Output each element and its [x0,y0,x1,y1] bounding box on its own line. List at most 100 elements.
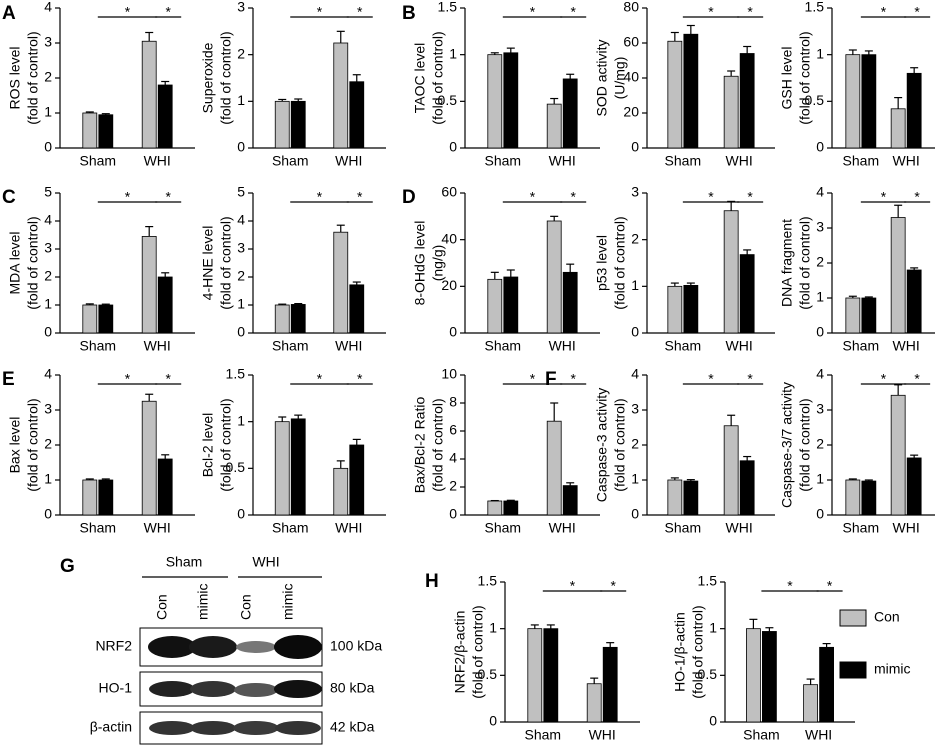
y-axis-label: (fold of control) [797,216,813,309]
error-bar [550,402,559,422]
bar [98,304,114,334]
significance-star: * [570,578,576,594]
bar [845,54,861,149]
bar [82,479,98,516]
bar [82,112,98,149]
x-tick-label: WHI [549,520,576,536]
significance-star: * [165,4,171,20]
bar [667,40,683,149]
x-tick-label: WHI [335,338,362,354]
x-tick-label: Sham [665,520,702,536]
y-axis-label: Caspase-3/7 activity [779,382,795,508]
bar [274,100,290,149]
error-bar [490,271,499,280]
error-bar [294,98,303,102]
y-tick-label: 4 [816,184,824,200]
y-tick-label: 1 [44,104,52,120]
error-bar [670,31,679,42]
error-bar [686,282,695,286]
y-tick-label: 0 [237,506,245,522]
error-bar [336,224,345,233]
y-tick-label: 4 [449,450,457,466]
size-label: 42 kDa [330,719,375,735]
bar [546,420,562,516]
x-tick-label: Sham [485,520,522,536]
error-bar [848,49,857,55]
x-tick-label: WHI [335,520,362,536]
bar [82,304,98,334]
bar [290,418,306,516]
bar [487,278,503,334]
bar [546,103,562,149]
y-tick-label: 1 [631,471,639,487]
x-tick-label: WHI [726,520,753,536]
error-bar [894,384,903,396]
significance-star: * [827,578,833,594]
y-axis-label: MDA level [7,231,23,294]
legend-label: Con [874,609,900,625]
bar [739,53,755,149]
significance-star: * [530,4,536,20]
y-tick-label: 3 [44,401,52,417]
y-axis-label: (fold of control) [25,398,41,491]
error-bar [161,272,170,277]
y-tick-label: 0 [449,506,457,522]
error-bar [278,98,287,102]
y-axis-label: (fold of control) [430,398,446,491]
error-bar [743,45,752,54]
y-axis-label: 4-HNE level [200,226,216,301]
y-axis-label: (fold of control) [25,31,41,124]
significance-star: * [881,189,887,205]
error-bar [294,303,303,305]
error-bar [822,642,831,648]
error-bar [743,249,752,255]
y-axis-label: (fold of control) [218,216,234,309]
y-tick-label: 0 [449,324,457,340]
y-tick-label: 2 [816,254,824,270]
bar [683,480,699,516]
row-label: NRF2 [95,638,132,654]
error-bar [101,478,110,480]
y-axis-label: (U/mg) [612,57,628,100]
y-tick-label: 10 [441,366,457,382]
y-tick-label: 1.5 [478,573,498,589]
error-bar [910,267,919,270]
bar [762,631,777,723]
x-tick-label: Sham [485,338,522,354]
band [190,681,236,697]
x-tick-label: Sham [80,520,117,536]
bar [274,304,290,334]
panel-label: F [545,369,557,390]
error-bar [806,678,815,685]
x-tick-label: WHI [893,338,920,354]
y-tick-label: 4 [816,366,824,382]
significance-star: * [357,371,363,387]
y-axis-label: (ng/g) [430,245,446,282]
error-bar [864,479,873,482]
bar [333,467,349,516]
y-tick-label: 1 [237,296,245,312]
y-tick-label: 1 [816,45,824,61]
y-tick-label: 3 [816,401,824,417]
band [274,635,322,659]
bar [861,54,877,149]
y-tick-label: 0 [816,506,824,522]
error-bar [765,627,774,632]
error-bar [550,97,559,105]
error-bar [670,477,679,480]
y-tick-label: 5 [44,184,52,200]
significance-star: * [125,189,131,205]
band [274,680,322,698]
significance-star: * [317,189,323,205]
y-tick-label: 0 [237,139,245,155]
y-tick-label: 0 [237,324,245,340]
error-bar [864,50,873,55]
y-axis-label: Bax level [7,417,23,474]
significance-star: * [881,4,887,20]
x-tick-label: WHI [144,520,171,536]
row-label: HO-1 [99,680,133,696]
error-bar [101,303,110,305]
error-bar [85,478,94,480]
error-bar [161,454,170,459]
significance-star: * [570,4,576,20]
